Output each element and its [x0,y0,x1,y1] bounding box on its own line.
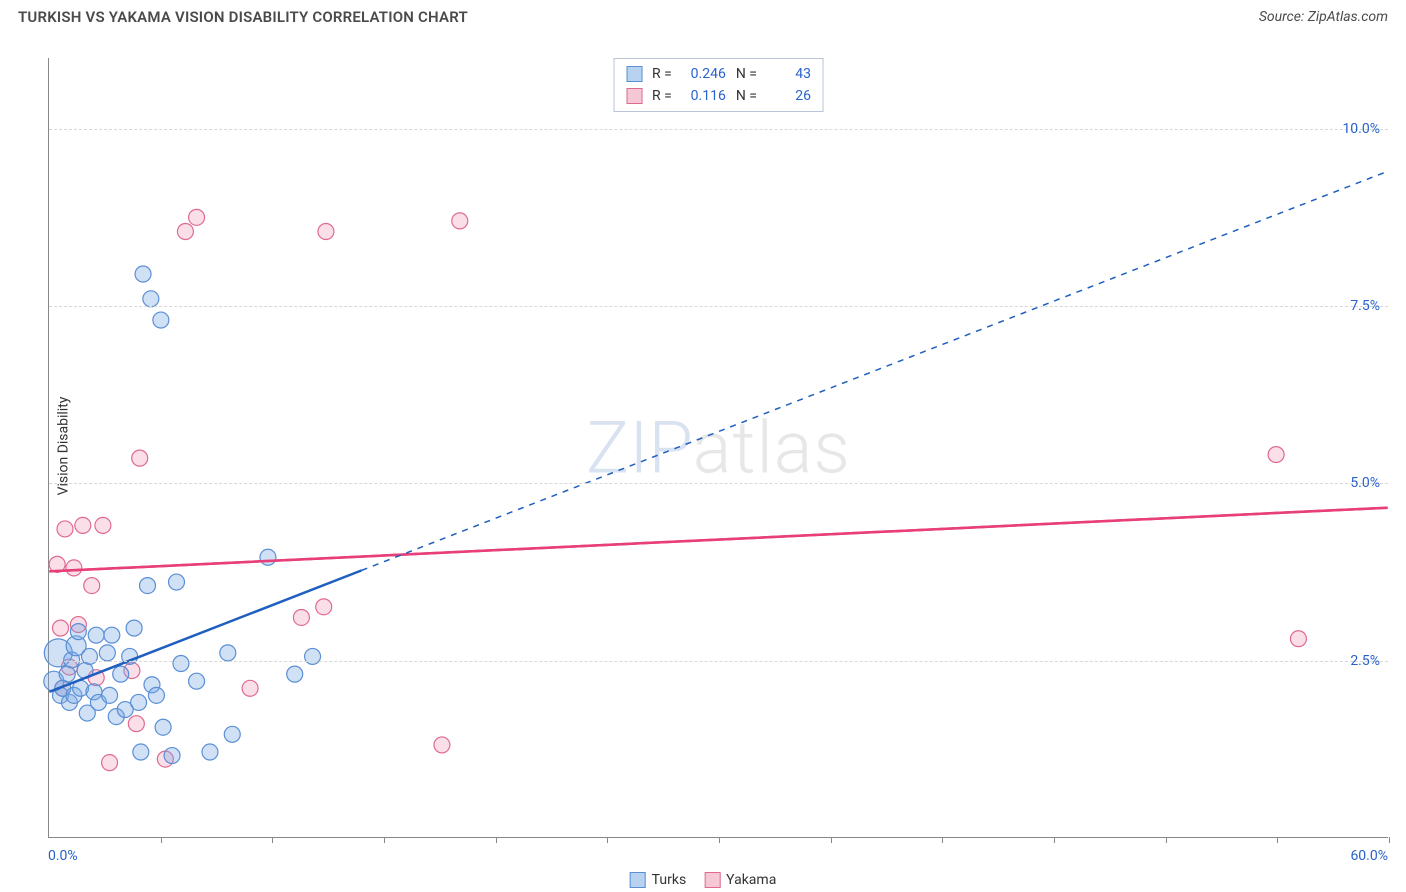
chart-header: TURKISH VS YAKAMA VISION DISABILITY CORR… [0,0,1406,30]
legend-item-yakama: Yakama [704,872,776,888]
x-min-label: 0.0% [48,848,78,864]
legend-swatch-turks [630,872,646,888]
chart-source: Source: ZipAtlas.com [1259,9,1388,25]
y-tick-label: 7.5% [1350,298,1380,314]
n-value-turks: 43 [767,63,811,85]
x-tick [831,837,832,843]
r-value-yakama: 0.116 [682,85,726,107]
y-tick-label: 2.5% [1350,653,1380,669]
x-tick [161,837,162,843]
legend-swatch-turks [626,66,642,82]
x-tick [1389,837,1390,843]
series-legend: Turks Yakama [630,872,777,888]
stats-legend: R = 0.246 N = 43 R = 0.116 N = 26 [613,58,824,112]
x-tick [272,837,273,843]
x-tick [719,837,720,843]
r-label: R = [652,85,672,107]
legend-swatch-yakama [626,88,642,104]
chart-title: TURKISH VS YAKAMA VISION DISABILITY CORR… [18,8,468,26]
x-tick [1054,837,1055,843]
x-tick [384,837,385,843]
x-tick [1277,837,1278,843]
y-tick-label: 10.0% [1342,121,1380,137]
gridline [49,306,1388,307]
gridline [49,129,1388,130]
legend-swatch-yakama [704,872,720,888]
x-tick [942,837,943,843]
stats-legend-row-yakama: R = 0.116 N = 26 [626,85,811,107]
gridline [49,661,1388,662]
r-value-turks: 0.246 [682,63,726,85]
legend-label-turks: Turks [652,872,687,888]
legend-item-turks: Turks [630,872,687,888]
plot-area: ZIPatlas R = 0.246 N = 43 R = 0.116 N = … [48,58,1388,838]
n-value-yakama: 26 [767,85,811,107]
x-max-label: 60.0% [1350,848,1388,864]
y-tick-label: 5.0% [1350,475,1380,491]
stats-legend-row-turks: R = 0.246 N = 43 [626,63,811,85]
gridline [49,483,1388,484]
n-label: N = [736,85,757,107]
n-label: N = [736,63,757,85]
legend-label-yakama: Yakama [726,872,776,888]
scatter-svg [49,58,1388,837]
r-label: R = [652,63,672,85]
x-tick [607,837,608,843]
x-tick [496,837,497,843]
x-tick [1166,837,1167,843]
